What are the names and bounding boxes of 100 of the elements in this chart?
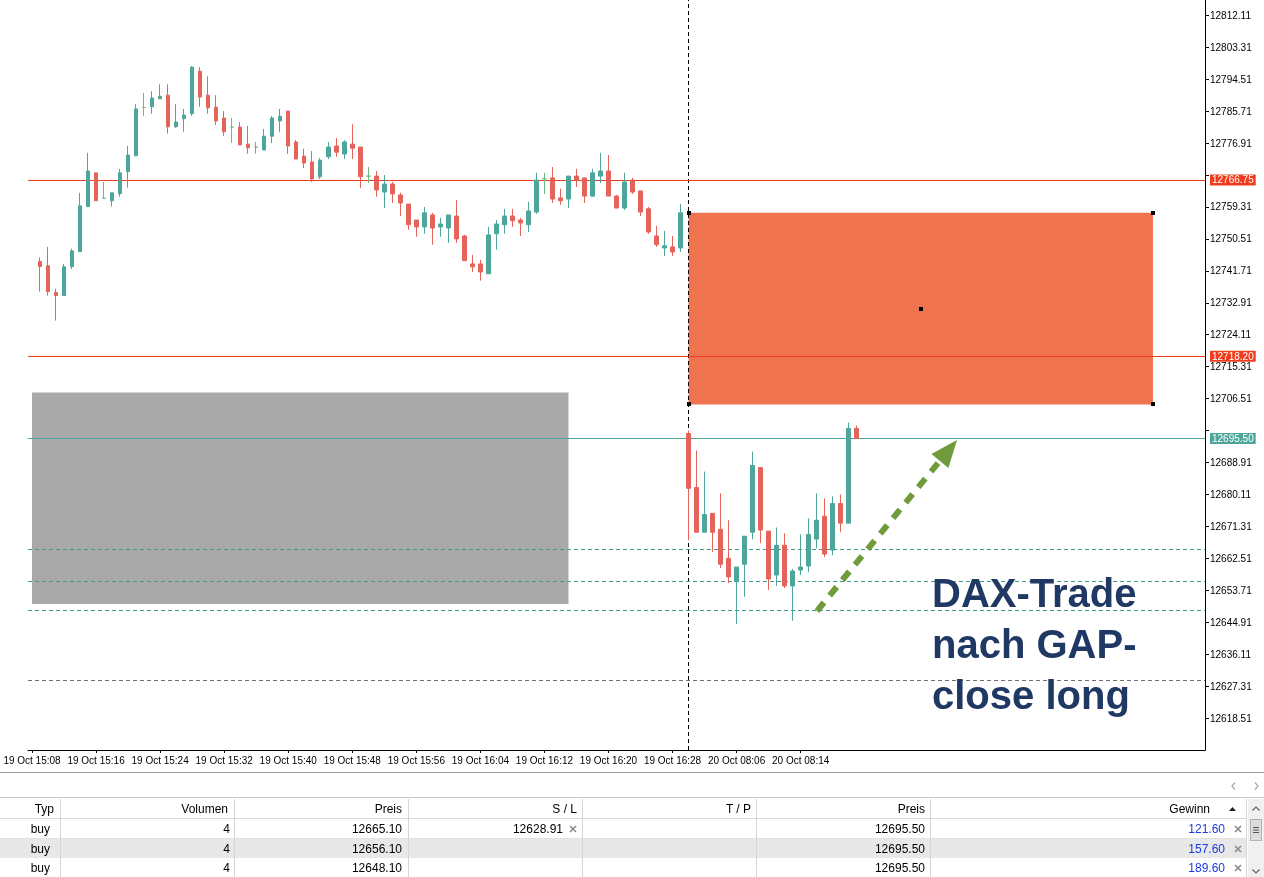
category-label: Preis (757, 799, 931, 819)
candlestick (222, 110, 226, 137)
annotation: DAX-Trade nach GAP-close long (932, 570, 1138, 719)
candlestick (582, 177, 587, 204)
y-tick-label: 12741.71 (1210, 265, 1253, 277)
text: 189.60 (1188, 861, 1225, 876)
y-tick-label: 12653.71 (1210, 584, 1253, 596)
candlestick (54, 288, 58, 322)
candlestick (510, 208, 515, 228)
candlestick (286, 110, 290, 155)
candlestick (246, 125, 250, 155)
candlestick (294, 139, 298, 160)
candlestick (814, 492, 819, 549)
candlestick (142, 92, 146, 117)
category-label: T / P (583, 799, 757, 819)
category-label: Gewinn (931, 799, 1247, 819)
candlestick (750, 451, 755, 540)
text: 12648.10 (351, 861, 402, 876)
x-tick-label: 19 Oct 16:28 (643, 754, 702, 766)
x-tick-label: 19 Oct 16:20 (579, 754, 638, 766)
candlestick (646, 206, 651, 235)
candlestick (302, 148, 306, 169)
ref-line-label: 12695.50 (1212, 433, 1255, 445)
candlestick (182, 108, 186, 133)
candlestick (774, 527, 779, 587)
text: buy (30, 841, 50, 856)
y-tick-label: 12715.31 (1210, 361, 1253, 373)
candlestick (470, 254, 475, 273)
candlestick (134, 103, 138, 157)
candlestick (430, 212, 435, 246)
candlestick (342, 139, 347, 160)
candlestick (310, 150, 314, 183)
y-tick-label: 12688.91 (1210, 456, 1253, 468)
y-tick-label: 12618.51 (1210, 712, 1253, 724)
candlestick (766, 530, 771, 591)
candlestick (590, 168, 595, 198)
text: 121.60 (1188, 822, 1225, 836)
candlestick (86, 152, 90, 208)
candlestick (270, 115, 274, 144)
candlestick (678, 203, 683, 253)
y-tick-label: 12776.91 (1210, 137, 1253, 149)
candlestick (518, 217, 523, 237)
candlestick (262, 128, 266, 151)
text: 4 (223, 841, 230, 856)
candlestick (566, 175, 571, 209)
candlestick (158, 83, 162, 100)
candlestick (694, 450, 699, 533)
candlestick (574, 168, 579, 188)
candlestick (406, 203, 411, 231)
candlestick (70, 248, 74, 270)
y-tick-label: 12644.91 (1210, 616, 1253, 628)
candlestick (150, 90, 154, 115)
candlestick (38, 256, 42, 293)
candlestick (190, 65, 194, 117)
x-tick-label: 19 Oct 16:12 (515, 754, 574, 766)
candlestick (806, 517, 811, 573)
candlestick (334, 137, 339, 158)
category-label: Preis (235, 799, 409, 819)
candlestick (494, 219, 499, 251)
candlestick (486, 226, 491, 275)
text: buy (30, 822, 50, 836)
candlestick (478, 259, 483, 282)
category-label: S / L (409, 799, 583, 819)
candlestick (558, 188, 563, 206)
candlestick (654, 225, 659, 248)
candlestick (710, 512, 715, 553)
y-tick-label: 12627.31 (1210, 680, 1253, 692)
candlestick (462, 234, 467, 262)
candlestick (662, 230, 667, 257)
candlestick (630, 177, 635, 195)
candlestick (318, 157, 322, 180)
candlestick (502, 208, 507, 235)
candlestick (238, 121, 242, 146)
candlestick (446, 214, 451, 244)
candlestick (638, 190, 643, 217)
candlestick (550, 166, 555, 204)
text: buy (30, 861, 50, 876)
candlestick (686, 430, 691, 541)
ref-line-label: 12766.75 (1212, 174, 1255, 186)
x-tick-label: 19 Oct 15:40 (259, 754, 318, 766)
y-tick-label: 12732.91 (1210, 297, 1253, 309)
candlestick (830, 495, 835, 556)
candlestick (206, 75, 210, 115)
candlestick (782, 532, 787, 589)
ref-line-label: 12718.20 (1212, 350, 1255, 362)
candlestick (174, 103, 178, 129)
candlestick (798, 533, 803, 576)
candlestick (758, 467, 763, 544)
candlestick (622, 172, 627, 211)
y-tick-label: 12680.11 (1210, 488, 1252, 500)
candlestick (126, 145, 130, 189)
y-tick-label: 12785.71 (1210, 105, 1253, 117)
candlestick (606, 154, 611, 197)
candlestick (438, 217, 443, 238)
candlestick (534, 172, 539, 215)
x-tick-label: 19 Oct 15:32 (195, 754, 254, 766)
text: 12665.10 (351, 822, 402, 836)
candlestick (94, 172, 98, 202)
candlestick (390, 181, 395, 204)
candlestick (110, 192, 114, 208)
